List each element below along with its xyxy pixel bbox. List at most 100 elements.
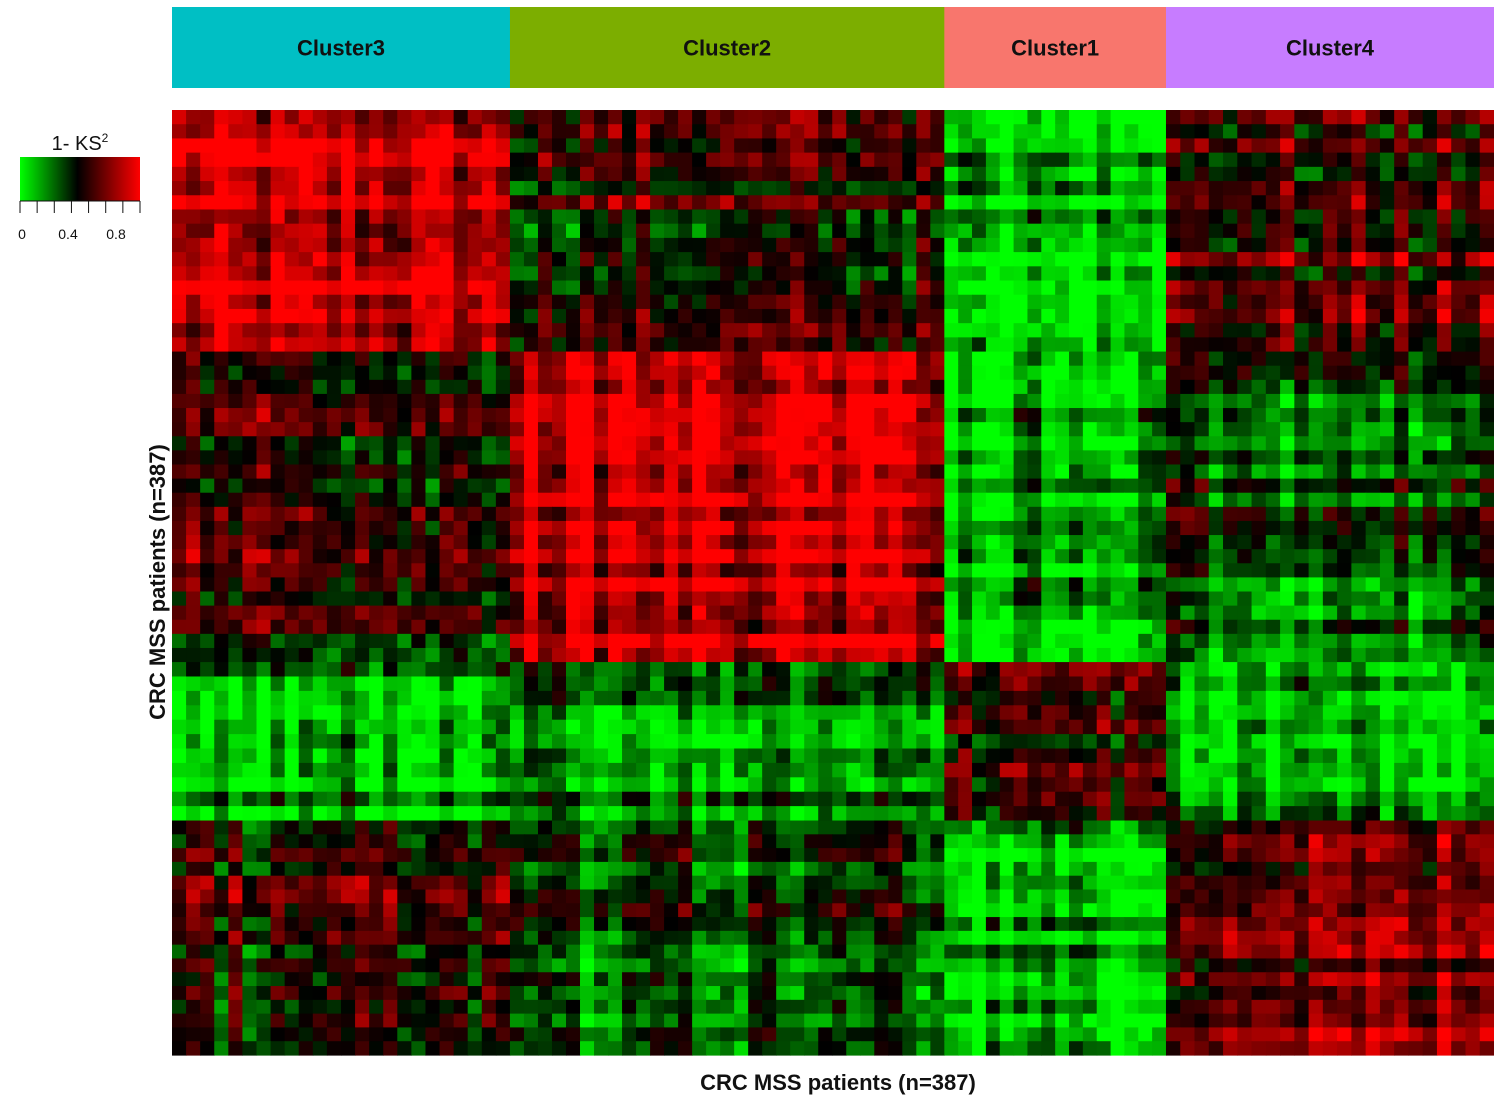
- heatmap-cell: [439, 563, 455, 578]
- heatmap-cell: [594, 450, 609, 466]
- heatmap-cell: [1180, 450, 1196, 466]
- heatmap-cell: [1408, 676, 1424, 692]
- heatmap-cell: [1194, 138, 1210, 154]
- heatmap-cell: [312, 619, 328, 635]
- heatmap-cell: [228, 166, 244, 182]
- heatmap-cell: [1308, 506, 1324, 522]
- heatmap-cell: [481, 124, 497, 140]
- heatmap-cell: [481, 806, 497, 822]
- heatmap-cell: [340, 181, 356, 196]
- heatmap-cell: [916, 647, 931, 663]
- heatmap-cell: [369, 323, 384, 338]
- heatmap-cell: [551, 422, 567, 437]
- heatmap-cell: [509, 734, 525, 750]
- heatmap-cell: [1194, 734, 1210, 750]
- heatmap-cell: [1337, 181, 1352, 196]
- heatmap-cell: [1180, 719, 1196, 735]
- heatmap-cell: [734, 605, 749, 621]
- heatmap-cell: [270, 647, 286, 663]
- heatmap-cell: [748, 280, 763, 296]
- heatmap-cell: [1280, 791, 1295, 807]
- heatmap-cell: [425, 294, 441, 310]
- heatmap-cell: [467, 294, 483, 310]
- heatmap-cell: [1479, 223, 1494, 239]
- heatmap-cell: [762, 323, 777, 338]
- heatmap-cell: [186, 252, 201, 267]
- heatmap-cell: [1152, 676, 1167, 692]
- heatmap-cell: [818, 351, 833, 367]
- heatmap-cell: [874, 506, 889, 522]
- heatmap-cell: [1465, 450, 1481, 466]
- heatmap-cell: [298, 563, 314, 578]
- heatmap-cell: [1436, 181, 1452, 196]
- heatmap-cell: [1408, 379, 1424, 395]
- heatmap-cell: [860, 605, 875, 621]
- heatmap-cell: [692, 605, 707, 621]
- heatmap-cell: [594, 647, 609, 663]
- heatmap-cell: [467, 577, 483, 593]
- heatmap-cell: [720, 351, 735, 367]
- heatmap-cell: [1451, 138, 1467, 154]
- heatmap-cell: [720, 676, 735, 692]
- heatmap-cell: [1223, 408, 1238, 423]
- heatmap-cell: [172, 958, 187, 973]
- heatmap-cell: [1337, 633, 1352, 649]
- heatmap-cell: [818, 209, 833, 225]
- heatmap-cell: [832, 252, 847, 267]
- heatmap-cell: [888, 379, 903, 395]
- heatmap-cell: [1394, 719, 1410, 735]
- heatmap-cell: [944, 633, 959, 649]
- heatmap-cell: [958, 152, 973, 168]
- heatmap-cell: [1138, 294, 1153, 310]
- heatmap-cell: [270, 577, 286, 593]
- heatmap-cell: [1069, 647, 1084, 663]
- heatmap-cell: [566, 762, 581, 778]
- heatmap-cell: [425, 252, 441, 267]
- heatmap-cell: [594, 138, 609, 154]
- heatmap-cell: [312, 848, 328, 863]
- heatmap-cell: [172, 577, 187, 593]
- heatmap-cell: [1479, 152, 1494, 168]
- heatmap-cell: [1422, 535, 1438, 550]
- heatmap-cell: [1096, 195, 1112, 211]
- heatmap-cell: [355, 549, 370, 564]
- heatmap-cell: [200, 791, 215, 807]
- heatmap-cell: [874, 365, 889, 381]
- heatmap-cell: [523, 549, 539, 564]
- heatmap-cell: [1436, 450, 1452, 466]
- heatmap-cell: [916, 806, 931, 822]
- heatmap-cell: [678, 209, 693, 225]
- heatmap-cell: [1223, 323, 1238, 338]
- heatmap-cell: [453, 152, 469, 168]
- heatmap-cell: [1124, 676, 1139, 692]
- heatmap-cell: [284, 705, 300, 721]
- heatmap-cell: [1465, 734, 1481, 750]
- heatmap-cell: [256, 110, 272, 125]
- heatmap-cell: [1096, 124, 1112, 140]
- heatmap-cell: [326, 408, 342, 423]
- heatmap-cell: [664, 535, 679, 550]
- heatmap-cell: [495, 337, 511, 353]
- heatmap-cell: [790, 506, 805, 522]
- heatmap-cell: [1280, 152, 1295, 168]
- heatmap-cell: [594, 195, 609, 211]
- heatmap-cell: [1013, 719, 1029, 735]
- heatmap-cell: [340, 676, 356, 692]
- heatmap-cell: [888, 619, 903, 635]
- heatmap-cell: [1124, 365, 1139, 381]
- heatmap-cell: [1082, 806, 1098, 822]
- heatmap-cell: [944, 110, 959, 125]
- heatmap-cell: [1194, 379, 1210, 395]
- heatmap-cell: [1069, 791, 1084, 807]
- heatmap-cell: [916, 563, 931, 578]
- heatmap-cell: [622, 619, 637, 635]
- heatmap-cell: [608, 647, 623, 663]
- heatmap-cell: [537, 806, 553, 822]
- heatmap-cell: [425, 138, 441, 154]
- heatmap-cell: [1251, 436, 1267, 451]
- heatmap-cell: [411, 535, 427, 550]
- heatmap-cell: [537, 237, 553, 253]
- heatmap-cell: [186, 237, 201, 253]
- heatmap-cell: [1208, 777, 1224, 793]
- heatmap-cell: [200, 734, 215, 750]
